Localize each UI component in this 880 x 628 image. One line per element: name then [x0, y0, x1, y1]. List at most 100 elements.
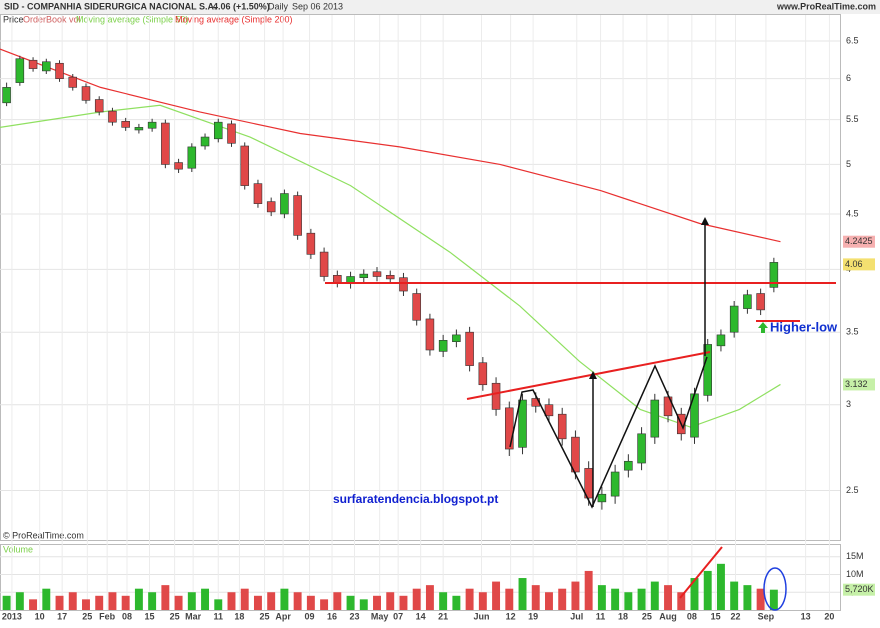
up-arrow-icon	[758, 322, 768, 333]
ma200-value: 4.2425	[845, 236, 873, 246]
candle-body	[385, 275, 395, 280]
period: Daily	[268, 1, 289, 11]
volume-bar	[333, 592, 342, 610]
candle-body	[253, 183, 263, 204]
x-tick-label: 10	[35, 611, 45, 621]
candle-body	[478, 362, 488, 386]
candle-body	[68, 76, 78, 88]
volume-bar	[611, 588, 620, 610]
x-tick-label: 12	[506, 611, 516, 621]
volume-bar	[637, 588, 646, 610]
volume-bar	[280, 588, 289, 610]
volume-bar	[730, 581, 739, 610]
x-tick-label: 21	[438, 611, 448, 621]
candle-body	[412, 293, 421, 321]
volume-trend	[679, 546, 723, 599]
candle-body	[306, 232, 316, 255]
volume-bar	[690, 578, 699, 610]
volume-bar	[214, 599, 223, 610]
candle-body	[650, 399, 660, 438]
x-tick-label: 15	[711, 611, 721, 621]
x-tick-label: 08	[687, 611, 697, 621]
volume-bar	[703, 570, 712, 610]
volume-bar	[227, 592, 236, 610]
candle-body	[227, 123, 236, 144]
candle-body	[729, 305, 739, 333]
candle-body	[81, 86, 91, 101]
candle-body	[557, 413, 567, 440]
ma50-value-box	[843, 378, 875, 391]
volume-bar	[121, 595, 130, 610]
candle-body	[637, 433, 646, 464]
neckline	[466, 351, 711, 400]
date: Sep 06 2013	[292, 1, 343, 11]
volume-bar	[253, 595, 262, 610]
volume-bar	[412, 588, 421, 610]
header-bar	[0, 0, 880, 14]
candle-body	[703, 344, 712, 396]
y-tick-label: 6	[846, 73, 851, 83]
x-tick-label: 13	[801, 611, 811, 621]
volume-bar	[492, 581, 501, 610]
candle-body	[134, 127, 144, 131]
candle-body	[266, 201, 276, 213]
candle-body	[743, 294, 752, 309]
candle-body	[571, 436, 580, 473]
y-tick-label: 6.5	[846, 35, 859, 45]
y-tick-label: 3	[846, 399, 851, 409]
volume-bar	[359, 599, 368, 610]
x-tick-label: Mar	[185, 611, 202, 621]
x-tick-label: 07	[393, 611, 403, 621]
candle-body	[187, 146, 197, 169]
candle-body	[465, 331, 474, 366]
volume-bar	[571, 581, 580, 610]
candle-body	[108, 110, 117, 123]
volume-bar	[82, 599, 90, 610]
candle-body	[452, 334, 461, 342]
candle-body	[425, 318, 435, 351]
candle-body	[518, 399, 527, 448]
candle-body	[319, 251, 329, 277]
volume-bar	[174, 595, 183, 610]
candle-body	[121, 121, 130, 128]
volume-tick-label: 10M	[846, 569, 864, 579]
candle-body	[280, 193, 289, 215]
candle-body	[716, 334, 726, 347]
volume-bar	[2, 595, 11, 610]
x-tick-label: Jul	[570, 611, 583, 621]
legend-orderbook: OrderBook vol	[23, 14, 81, 24]
volume-bar	[716, 563, 725, 610]
legend-ma200: Moving average (Simple 200)	[175, 14, 293, 24]
volume-last-box	[843, 583, 875, 596]
candle-body	[147, 121, 157, 129]
higher-low-text: Higher-low	[770, 319, 838, 334]
volume-label: Volume	[3, 544, 33, 554]
volume-bar	[55, 595, 64, 610]
x-tick-label: Apr	[275, 611, 291, 621]
last-price-box	[843, 258, 875, 271]
x-tick-label: 18	[618, 611, 628, 621]
volume-bar	[68, 592, 77, 610]
legend-price: Price	[3, 14, 24, 24]
volume-bar	[386, 592, 395, 610]
volume-bar	[95, 595, 104, 610]
candle-body	[55, 62, 64, 79]
volume-bar	[664, 585, 672, 610]
volume-bar	[650, 581, 659, 610]
candle-body	[544, 404, 554, 417]
volume-bar	[346, 595, 355, 610]
volume-bar	[452, 595, 461, 610]
candle-body	[15, 58, 25, 83]
candle-body	[200, 136, 210, 147]
volume-bar	[161, 585, 170, 610]
volume-bar	[743, 585, 752, 610]
arrow-head	[701, 217, 709, 225]
volume-bar	[201, 588, 210, 610]
last-price: 4.06	[845, 259, 863, 269]
y-tick-label: 5.5	[846, 114, 859, 124]
ma50-value: 3.132	[845, 379, 868, 389]
candle-body	[491, 382, 501, 410]
volume-bar	[624, 592, 633, 610]
x-tick-label: Feb	[99, 611, 116, 621]
x-tick-label: 18	[234, 611, 244, 621]
